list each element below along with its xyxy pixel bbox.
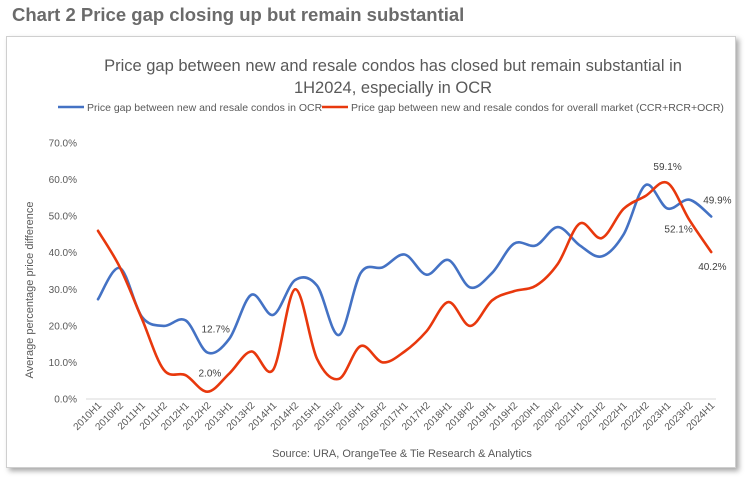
y-tick-label: 60.0% — [49, 175, 77, 186]
series-line-overall — [96, 180, 713, 393]
y-axis-ticks: 0.0% 10.0% 20.0% 30.0% 40.0% 50.0% 60.0% 70.0% — [49, 139, 77, 406]
data-label: 49.9% — [703, 196, 731, 207]
data-annotations: 12.7% 2.0% 59.1% 52.1% 49.9% 40.2% — [199, 162, 732, 380]
data-label: 12.7% — [202, 325, 230, 336]
y-tick-label: 50.0% — [49, 212, 77, 223]
page-heading: Chart 2 Price gap closing up but remain … — [12, 4, 465, 25]
series-line-ocr — [96, 183, 713, 355]
source-note: Source: URA, OrangeTee & Tie Research & … — [272, 448, 532, 460]
chart-frame — [6, 36, 736, 468]
legend: Price gap between new and resale condos … — [58, 102, 724, 114]
data-label: 59.1% — [653, 162, 681, 173]
y-axis-title: Average percentage price difference — [24, 202, 36, 379]
y-tick-label: 30.0% — [49, 285, 77, 296]
data-label: 2.0% — [199, 369, 222, 380]
y-tick-label: 20.0% — [49, 321, 77, 332]
legend-label-overall: Price gap between new and resale condos … — [351, 102, 724, 114]
y-tick-label: 0.0% — [54, 395, 77, 406]
legend-label-ocr: Price gap between new and resale condos … — [87, 102, 323, 114]
x-axis-ticks: 2010H12010H22011H12011H22012H12012H22013… — [72, 400, 718, 433]
series-lines — [96, 180, 713, 393]
y-tick-label: 40.0% — [49, 248, 77, 259]
data-label: 40.2% — [698, 262, 726, 273]
y-tick-label: 10.0% — [49, 358, 77, 369]
chart-title-line1: Price gap between new and resale condos … — [104, 57, 682, 75]
data-label: 52.1% — [664, 224, 692, 235]
chart-title-line2: 1H2024, especially in OCR — [294, 79, 492, 97]
y-tick-label: 70.0% — [49, 139, 77, 150]
